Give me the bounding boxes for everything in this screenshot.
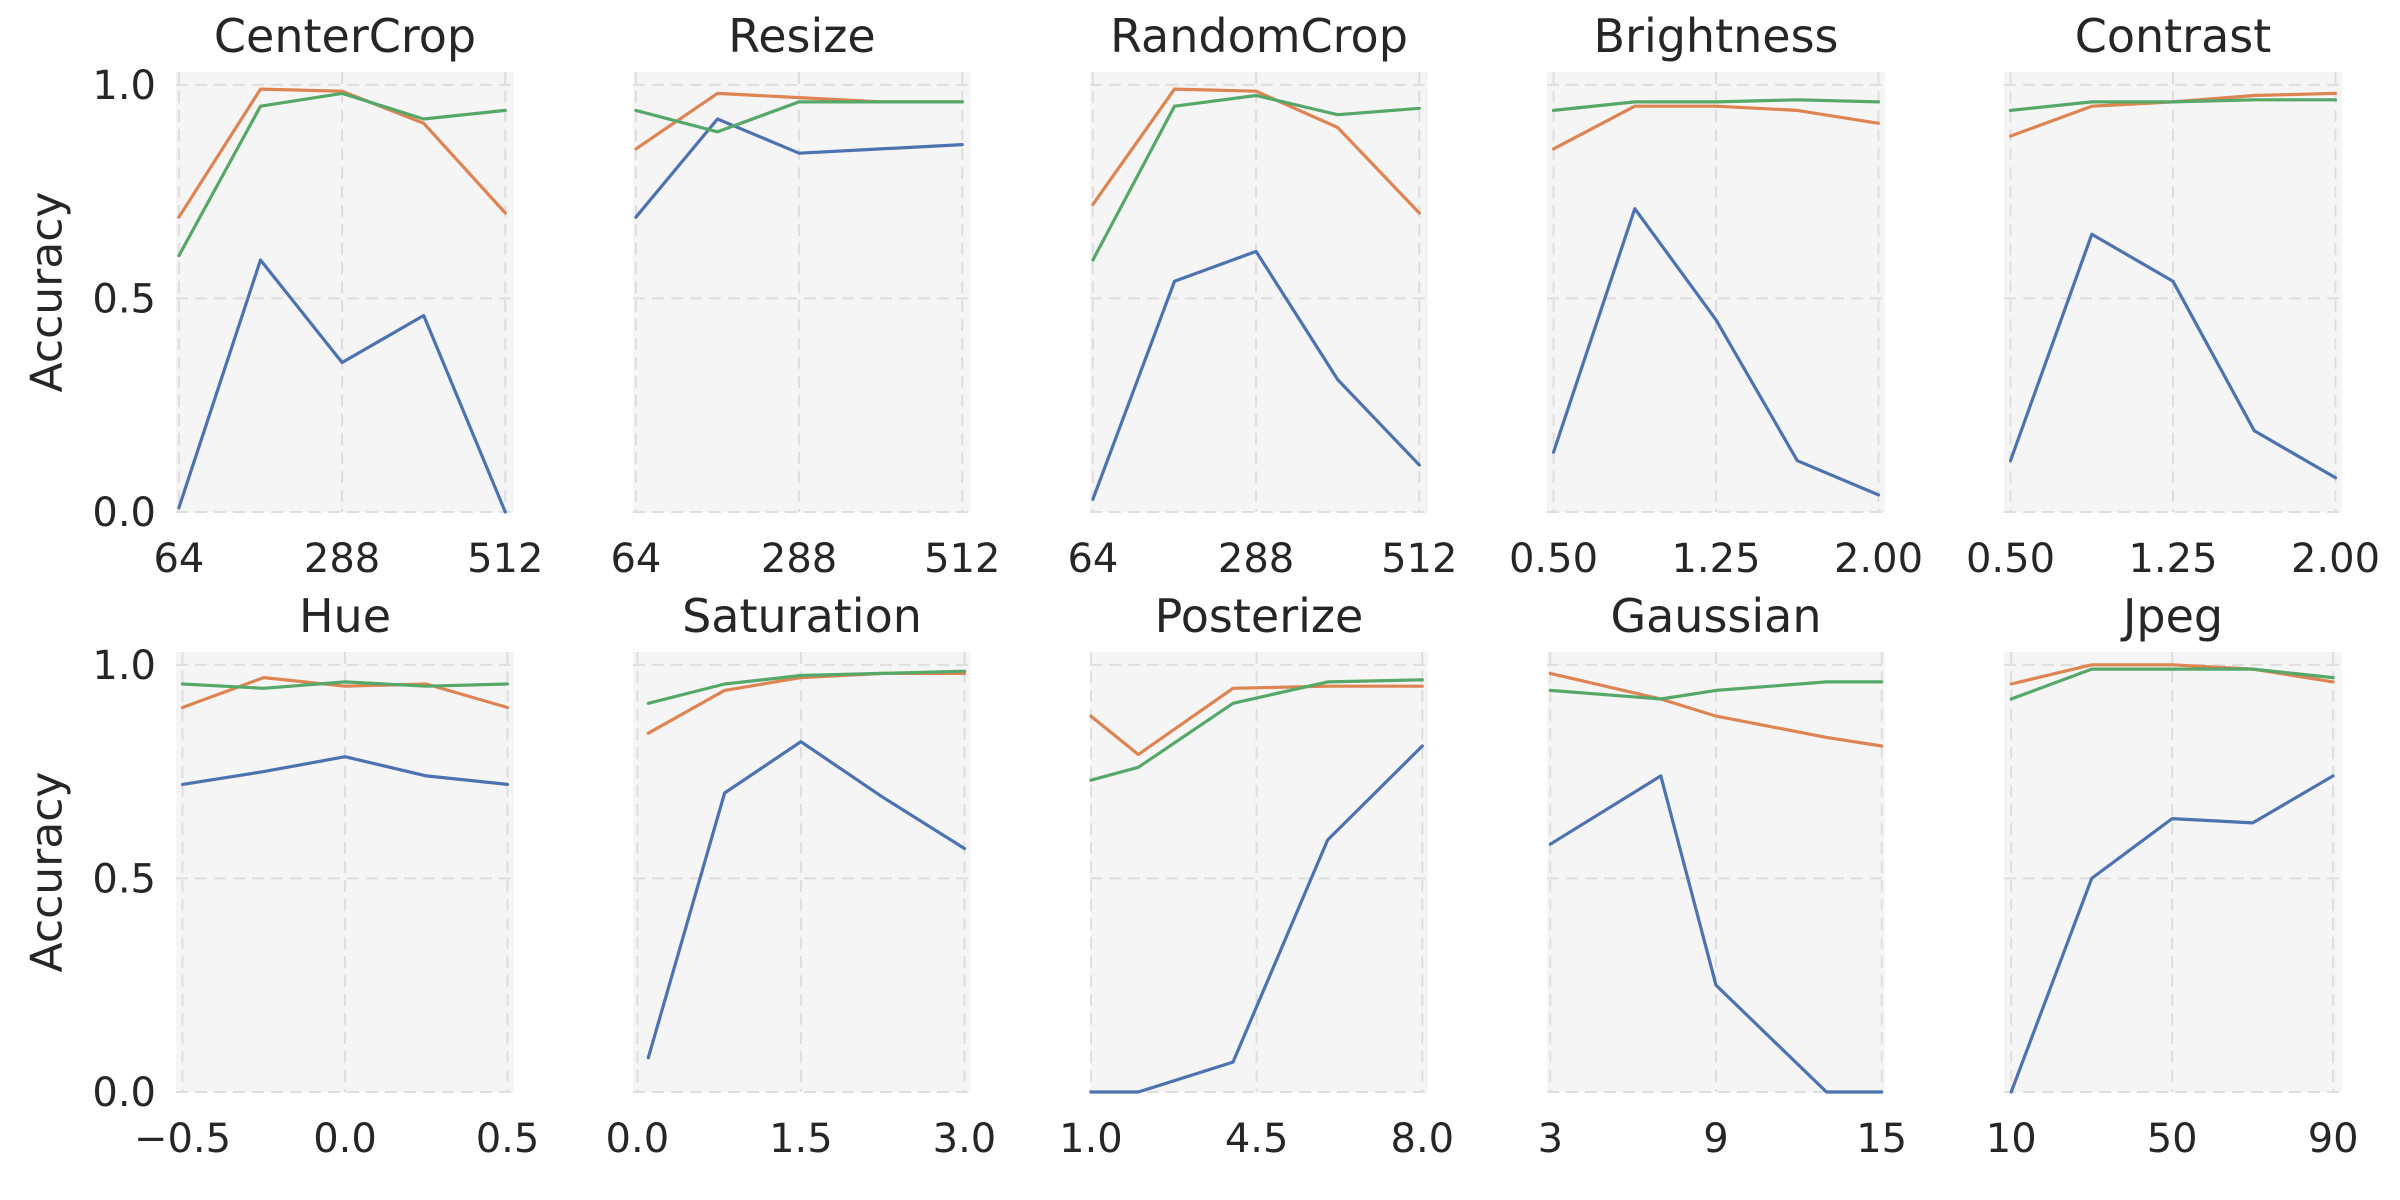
plot-area xyxy=(633,652,971,1092)
x-tick-label: 3 xyxy=(1538,1116,1563,1162)
y-axis-label: Accuracy xyxy=(21,772,72,973)
series-line-0 xyxy=(1089,744,1424,1094)
x-tick-label: 288 xyxy=(761,536,837,582)
series-line-0 xyxy=(2009,774,2335,1094)
subplot-title: Brightness xyxy=(1593,9,1838,63)
x-tick-label: 512 xyxy=(924,536,1000,582)
subplot-saturation: 0.0 1.5 3.0 Saturation xyxy=(606,589,997,1162)
y-tick-label: 0.0 xyxy=(92,1070,156,1116)
series-line-2 xyxy=(1089,678,1424,782)
x-tick-label: 288 xyxy=(304,536,380,582)
y-tick-label: 0.5 xyxy=(92,856,156,902)
x-tick-label: 288 xyxy=(1218,536,1294,582)
subplot-title: Jpeg xyxy=(2120,589,2223,643)
subplot-title: Posterize xyxy=(1155,589,1364,643)
series-line-1 xyxy=(1548,671,1884,748)
x-tick-label: 64 xyxy=(610,536,661,582)
subplot-title: Resize xyxy=(728,9,875,63)
series-line-1 xyxy=(1091,87,1421,215)
series-line-1 xyxy=(1089,684,1424,757)
series-line-2 xyxy=(2008,98,2338,113)
subplot-contrast: 0.50 1.25 2.00 Contrast xyxy=(1966,9,2380,582)
subplot-brightness: 0.50 1.25 2.00 Brightness xyxy=(1509,9,1923,582)
series-line-2 xyxy=(646,669,967,705)
x-tick-label: 512 xyxy=(467,536,543,582)
subplot-title: RandomCrop xyxy=(1110,9,1408,63)
subplot-resize: 64 288 512 Resize xyxy=(610,9,1000,582)
subplot-title: Saturation xyxy=(682,589,922,643)
series-line-1 xyxy=(177,87,507,219)
x-tick-label: 0.50 xyxy=(1509,536,1598,582)
x-tick-label: 512 xyxy=(1381,536,1457,582)
series-line-0 xyxy=(177,258,507,514)
x-tick-label: 15 xyxy=(1856,1116,1907,1162)
series-line-2 xyxy=(180,680,510,690)
subplot-title: Gaussian xyxy=(1610,589,1821,643)
series-line-0 xyxy=(180,755,510,787)
x-tick-label: 50 xyxy=(2147,1116,2198,1162)
series-line-2 xyxy=(1548,680,1884,701)
plot-area xyxy=(1090,72,1428,512)
x-tick-label: 1.5 xyxy=(769,1116,833,1162)
subplot-title: Contrast xyxy=(2075,9,2272,63)
x-tick-label: 4.5 xyxy=(1225,1116,1289,1162)
series-line-0 xyxy=(634,117,964,219)
x-tick-label: 10 xyxy=(1986,1116,2037,1162)
subplot-posterize: 1.0 4.5 8.0 Posterize xyxy=(1059,589,1454,1162)
subplot-gaussian: 3 9 15 Gaussian xyxy=(1538,589,1908,1162)
x-tick-label: 2.00 xyxy=(1834,536,1923,582)
x-tick-label: 1.0 xyxy=(1059,1116,1123,1162)
plot-area xyxy=(1090,652,1428,1092)
series-line-2 xyxy=(1091,93,1421,262)
x-tick-label: 0.0 xyxy=(606,1116,670,1162)
x-tick-label: 0.0 xyxy=(313,1116,377,1162)
x-tick-label: 64 xyxy=(1067,536,1118,582)
plot-area xyxy=(633,72,971,512)
series-line-1 xyxy=(1551,104,1881,151)
series-line-2 xyxy=(177,91,507,258)
series-line-0 xyxy=(646,740,967,1060)
series-line-2 xyxy=(1551,98,1881,113)
y-tick-label: 0.5 xyxy=(92,276,156,322)
plot-area xyxy=(176,72,514,512)
series-line-0 xyxy=(2008,232,2338,480)
series-line-2 xyxy=(2009,667,2335,701)
x-tick-label: 1.25 xyxy=(1671,536,1760,582)
x-tick-label: 0.50 xyxy=(1966,536,2055,582)
x-tick-label: 2.00 xyxy=(2291,536,2380,582)
subplot-centercrop: 64 288 512 0.0 0.5 1.0 CenterCrop Accuracy xyxy=(21,9,543,582)
x-tick-label: 0.5 xyxy=(476,1116,540,1162)
x-tick-label: 8.0 xyxy=(1391,1116,1455,1162)
subplot-jpeg: 10 50 90 Jpeg xyxy=(1986,589,2359,1162)
y-axis-label: Accuracy xyxy=(21,192,72,393)
series-line-0 xyxy=(1548,774,1884,1094)
subplot-title: Hue xyxy=(299,589,391,643)
x-tick-label: −0.5 xyxy=(134,1116,231,1162)
x-tick-label: 90 xyxy=(2308,1116,2359,1162)
x-tick-label: 9 xyxy=(1703,1116,1728,1162)
series-line-0 xyxy=(1551,207,1881,497)
y-tick-label: 1.0 xyxy=(92,63,156,109)
x-tick-label: 1.25 xyxy=(2128,536,2217,582)
y-tick-label: 0.0 xyxy=(92,490,156,536)
subplot-randomcrop: 64 288 512 RandomCrop xyxy=(1067,9,1457,582)
series-line-2 xyxy=(634,100,964,134)
x-tick-label: 3.0 xyxy=(933,1116,997,1162)
x-tick-label: 64 xyxy=(153,536,204,582)
subplot-title: CenterCrop xyxy=(214,9,476,63)
y-tick-label: 1.0 xyxy=(92,643,156,689)
series-line-0 xyxy=(1091,249,1421,501)
